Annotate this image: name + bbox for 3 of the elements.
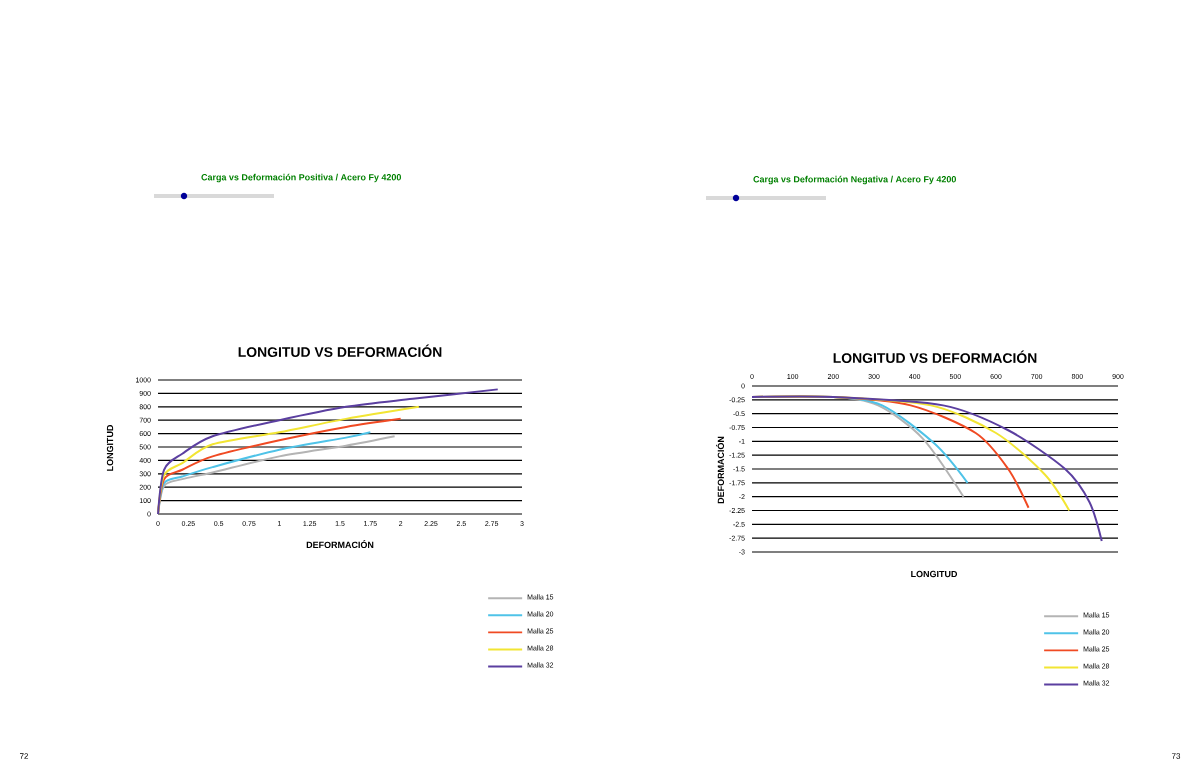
line-series xyxy=(157,388,499,515)
line-series xyxy=(157,417,402,515)
line-series xyxy=(751,395,1103,542)
